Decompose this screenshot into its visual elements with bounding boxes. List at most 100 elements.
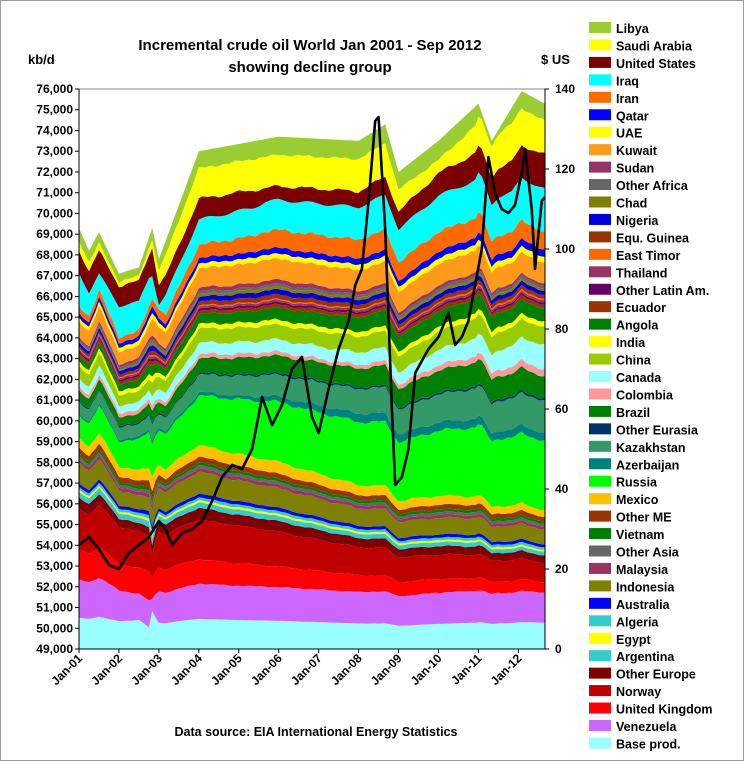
legend-label: Malaysia <box>616 563 669 577</box>
legend-label: Other ME <box>616 511 672 525</box>
legend-swatch <box>589 91 611 103</box>
area-ecuador <box>79 290 545 385</box>
y-left-tick-label: 68,000 <box>36 248 73 262</box>
area-united-kingdom <box>79 547 545 601</box>
chart-title-line1: Incremental crude oil World Jan 2001 - S… <box>138 37 481 54</box>
legend-swatch <box>589 475 611 487</box>
x-tick-label: Jan-07 <box>288 651 325 688</box>
legend-swatch <box>589 266 611 278</box>
area-indonesia <box>79 459 545 545</box>
area-other-asia <box>79 452 545 527</box>
area-brazil <box>79 354 545 427</box>
legend-swatch <box>589 22 611 33</box>
y-left-tick-label: 72,000 <box>36 165 73 179</box>
area-mexico <box>79 433 545 517</box>
y-left-tick-label: 54,000 <box>36 538 73 552</box>
x-tick-label: Jan-10 <box>408 651 445 688</box>
area-iran <box>79 212 545 344</box>
right-axis-unit: $ US <box>541 52 570 67</box>
legend-label: Chad <box>616 197 647 211</box>
y-left-tick-label: 67,000 <box>36 269 73 283</box>
legend-swatch <box>589 213 611 225</box>
left-axis-unit: kb/d <box>28 52 55 67</box>
legend-label: Vietnam <box>616 528 664 542</box>
legend-label: Kuwait <box>616 144 658 158</box>
data-source-note: Data source: EIA International Energy St… <box>175 725 458 739</box>
y-left-tick-label: 74,000 <box>36 123 73 137</box>
legend-swatch <box>589 126 611 138</box>
y-left-tick-label: 70,000 <box>36 206 73 220</box>
area-uae <box>79 239 545 353</box>
area-other-latin-am <box>79 287 545 382</box>
area-algeria <box>79 482 545 550</box>
legend-swatch <box>589 353 611 365</box>
y-left-tick-label: 73,000 <box>36 144 73 158</box>
legend-label: Indonesia <box>616 580 675 594</box>
x-tick-label: Jan-08 <box>328 651 365 688</box>
legend-label: Other Eurasia <box>616 423 699 437</box>
legend-label: Russia <box>616 476 658 490</box>
area-other-me <box>79 443 545 522</box>
legend-swatch <box>589 685 611 697</box>
legend-swatch <box>589 196 611 208</box>
legend-label: Equ. Guinea <box>616 231 690 245</box>
y-left-tick-label: 61,000 <box>36 393 73 407</box>
x-tick-label: Jan-04 <box>168 651 205 688</box>
y-left-tick-label: 69,000 <box>36 227 73 241</box>
y-left-tick-label: 58,000 <box>36 455 73 469</box>
area-russia <box>79 394 545 511</box>
legend-swatch <box>589 179 611 191</box>
area-australia <box>79 479 545 548</box>
legend-swatch <box>589 702 611 714</box>
legend-label: Nigeria <box>616 214 659 228</box>
legend-label: Qatar <box>616 109 649 123</box>
y-left-tick-label: 49,000 <box>36 642 73 656</box>
x-tick-label: Jan-03 <box>128 651 165 688</box>
x-tick-label: Jan-09 <box>368 651 405 688</box>
area-thailand <box>79 285 545 380</box>
legend-label: Argentina <box>616 650 675 664</box>
legend-label: United States <box>616 57 696 71</box>
area-argentina <box>79 487 545 556</box>
legend-swatch <box>589 615 611 627</box>
legend-swatch <box>589 597 611 609</box>
chart-title-line2: showing decline group <box>228 59 391 76</box>
y-left-tick-label: 63,000 <box>36 352 73 366</box>
y-left-tick-label: 52,000 <box>36 580 73 594</box>
y-left-tick-label: 64,000 <box>36 331 73 345</box>
y-left-tick-label: 51,000 <box>36 601 73 615</box>
legend-swatch <box>589 336 611 348</box>
legend: Libya Saudi Arabia United States Iraq Iran Qa… <box>589 22 713 751</box>
x-tick-label: Jan-02 <box>88 651 125 688</box>
area-chad <box>79 273 545 371</box>
legend-swatch <box>589 318 611 330</box>
x-axis: Jan-01 Jan-02 Jan-03 Jan-04 Jan-05 Jan-06 Jan-… <box>48 648 545 688</box>
y-left-tick-label: 76,000 <box>36 82 73 96</box>
x-tick-label: Jan-06 <box>248 651 285 688</box>
y-left-tick-label: 65,000 <box>36 310 73 324</box>
area-base-prod <box>79 611 545 649</box>
y-right-tick-label: 80 <box>555 322 569 336</box>
area-angola <box>79 293 545 392</box>
x-tick-label: Jan-01 <box>48 651 85 688</box>
area-qatar <box>79 232 545 348</box>
area-kuwait <box>79 245 545 365</box>
legend-swatch <box>589 650 611 662</box>
legend-label: China <box>616 354 652 368</box>
legend-swatch <box>589 109 611 121</box>
y-right-tick-label: 40 <box>555 482 569 496</box>
legend-label: Australia <box>616 598 671 612</box>
legend-label: Iran <box>616 92 639 106</box>
legend-label: Mexico <box>616 493 659 507</box>
legend-label: Iraq <box>616 74 639 88</box>
legend-swatch <box>589 301 611 313</box>
y-left-tick-label: 62,000 <box>36 372 73 386</box>
legend-label: Other Latin Am. <box>616 284 709 298</box>
y-left-tick-label: 56,000 <box>36 497 73 511</box>
area-other-africa <box>79 269 545 370</box>
legend-swatch <box>589 231 611 243</box>
stacked-areas <box>79 91 545 649</box>
legend-swatch <box>589 56 611 68</box>
y-right-tick-label: 60 <box>555 402 569 416</box>
